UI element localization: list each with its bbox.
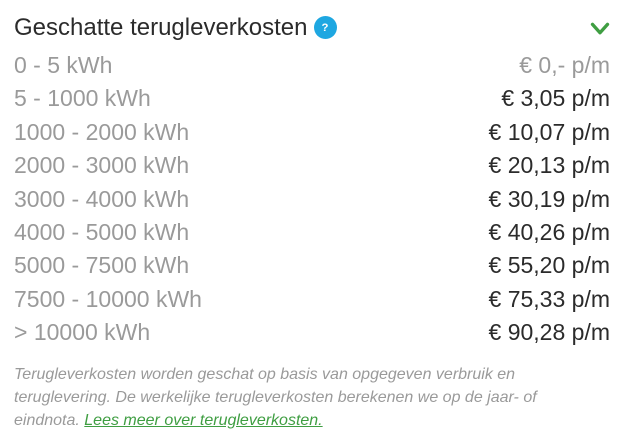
svg-text:?: ? xyxy=(322,22,329,34)
